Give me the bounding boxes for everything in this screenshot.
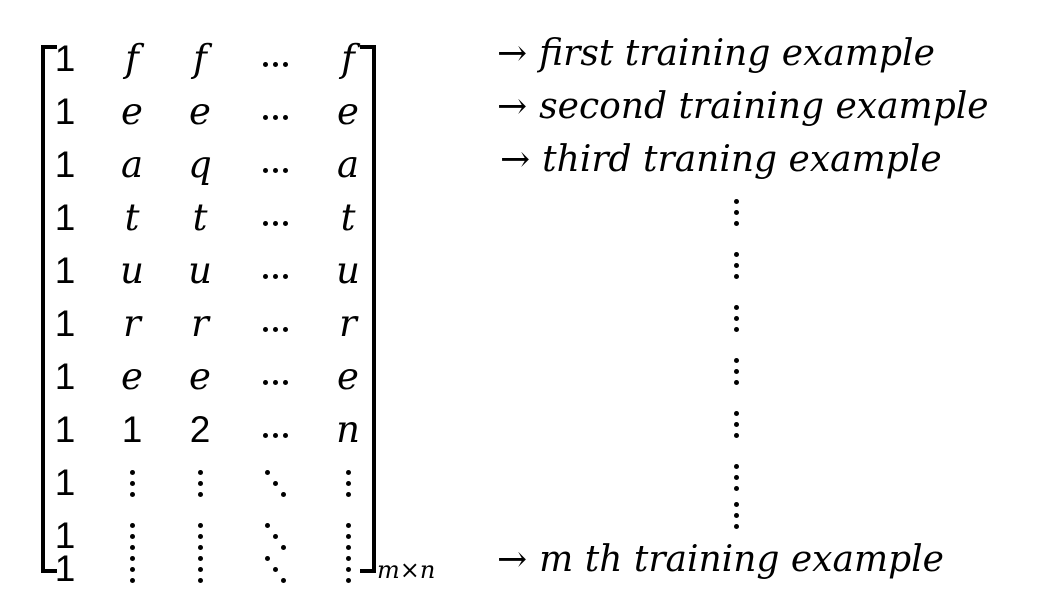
matrix-cell-r7-c4: n xyxy=(336,408,360,451)
matrix-cell-r9-c3 xyxy=(245,517,305,557)
matrix-cell-r0-c1: f xyxy=(125,37,139,80)
matrix-cell-r5-c2: r xyxy=(191,302,209,345)
matrix-cell-r6-c0: 1 xyxy=(54,356,76,397)
arrow-symbol: → xyxy=(497,539,528,580)
matrix-cell-r6-c4: e xyxy=(337,355,359,398)
matrix-cell-r2-c2: q xyxy=(188,143,212,186)
matrix-cell-r6-c2: e xyxy=(189,355,211,398)
matrix-cell-r1-c2: e xyxy=(189,90,211,133)
matrix-cell-r3-c3 xyxy=(245,199,305,239)
matrix-cell-r10-c2 xyxy=(170,550,230,590)
matrix-cell-r0-c0: 1 xyxy=(54,38,76,79)
matrix-cell-r2-c3 xyxy=(245,146,305,186)
right-bracket xyxy=(360,45,376,573)
annotation-third-example: → third traning example xyxy=(500,142,942,178)
matrix-cell-r8-c4 xyxy=(318,464,378,504)
matrix-cell-r8-c2 xyxy=(170,464,230,504)
matrix-cell-r9-c4 xyxy=(318,517,378,557)
annotation-first-example: → first training example xyxy=(497,36,935,72)
annotation-label: second training example xyxy=(539,86,989,127)
matrix-cell-r4-c2: u xyxy=(188,249,212,292)
matrix-cell-r1-c1: e xyxy=(121,90,143,133)
matrix-cell-r1-c3 xyxy=(245,93,305,133)
matrix-cell-r4-c4: u xyxy=(336,249,360,292)
matrix-cell-r7-c1: 1 xyxy=(121,409,143,450)
matrix-cell-r1-c4: e xyxy=(337,90,359,133)
annotation-vertical-ellipsis xyxy=(706,352,766,392)
matrix-cell-r5-c0: 1 xyxy=(54,303,76,344)
matrix-cell-r3-c1: t xyxy=(124,196,140,239)
annotation-vertical-ellipsis xyxy=(706,246,766,286)
arrow-symbol: → xyxy=(497,33,528,74)
matrix-cell-r4-c3 xyxy=(245,252,305,292)
matrix-cell-r8-c1 xyxy=(102,464,162,504)
matrix-cell-r4-c1: u xyxy=(120,249,144,292)
matrix-cell-r2-c1: a xyxy=(120,143,144,186)
matrix-dimension-label: m×n xyxy=(377,556,436,584)
matrix-cell-r10-c0: 1 xyxy=(54,548,76,589)
arrow-symbol: → xyxy=(497,86,528,127)
annotation-vertical-ellipsis xyxy=(706,193,766,233)
annotation-second-example: → second training example xyxy=(497,89,989,125)
matrix-cell-r1-c0: 1 xyxy=(54,91,76,132)
matrix-cell-r7-c0: 1 xyxy=(54,409,76,450)
matrix-cell-r5-c4: r xyxy=(339,302,357,345)
matrix-cell-r6-c3 xyxy=(245,358,305,398)
matrix-cell-r4-c0: 1 xyxy=(54,250,76,291)
matrix-cell-r8-c0: 1 xyxy=(54,462,76,503)
annotation-label: m th training example xyxy=(539,539,944,580)
annotation-vertical-ellipsis xyxy=(706,496,766,536)
annotation-vertical-ellipsis xyxy=(706,405,766,445)
annotation-vertical-ellipsis xyxy=(706,458,766,498)
matrix-cell-r9-c1 xyxy=(102,517,162,557)
matrix-cell-r0-c2: f xyxy=(193,37,207,80)
annotation-label: third traning example xyxy=(542,139,942,180)
matrix-cell-r2-c0: 1 xyxy=(54,144,76,185)
matrix-cell-r10-c1 xyxy=(102,550,162,590)
matrix-cell-r9-c2 xyxy=(170,517,230,557)
matrix-cell-r3-c4: t xyxy=(340,196,356,239)
matrix-cell-r5-c1: r xyxy=(123,302,141,345)
matrix-cell-r10-c3 xyxy=(245,550,305,590)
matrix-cell-r6-c1: e xyxy=(121,355,143,398)
left-bracket xyxy=(41,45,57,573)
matrix-cell-r10-c4 xyxy=(318,550,378,590)
matrix-cell-r0-c4: f xyxy=(341,37,355,80)
arrow-symbol: → xyxy=(500,139,531,180)
matrix-cell-r7-c3 xyxy=(245,411,305,451)
matrix-cell-r8-c3 xyxy=(245,464,305,504)
matrix-cell-r7-c2: 2 xyxy=(189,409,211,450)
matrix-cell-r3-c2: t xyxy=(192,196,208,239)
matrix-cell-r3-c0: 1 xyxy=(54,197,76,238)
matrix-cell-r9-c0: 1 xyxy=(54,515,76,556)
annotation-vertical-ellipsis xyxy=(706,299,766,339)
matrix-cell-r5-c3 xyxy=(245,305,305,345)
annotation-mth-example: → m th training example xyxy=(497,542,944,578)
annotation-label: first training example xyxy=(539,33,935,74)
matrix-cell-r2-c4: a xyxy=(336,143,360,186)
matrix-cell-r0-c3 xyxy=(245,40,305,80)
